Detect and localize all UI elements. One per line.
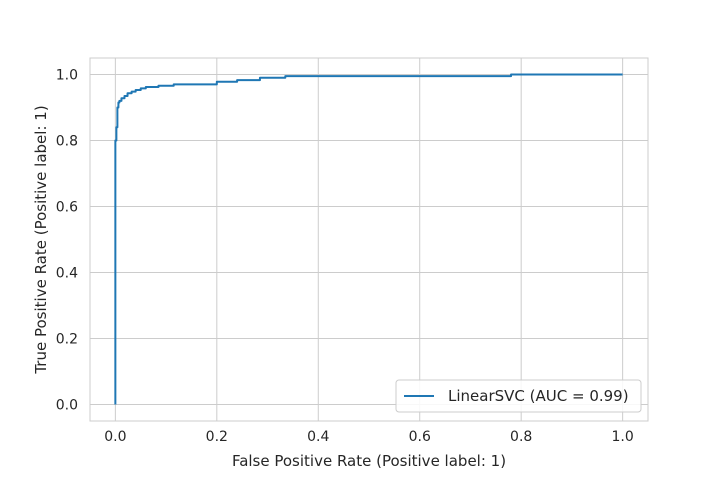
x-tick-label: 0.8	[510, 429, 532, 445]
y-tick-label: 0.6	[56, 200, 78, 216]
plot-frame	[89, 57, 649, 422]
plot-area-background	[90, 58, 648, 421]
x-tick-label: 1.0	[612, 429, 634, 445]
legend: LinearSVC (AUC = 0.99)	[395, 379, 642, 413]
x-tick-label: 0.4	[307, 429, 329, 445]
y-tick-label: 0.2	[56, 332, 78, 348]
y-tick-label: 0.0	[56, 398, 78, 414]
legend-box	[395, 379, 642, 413]
legend-label: LinearSVC (AUC = 0.99)	[448, 387, 629, 405]
x-tick-labels: 0.0 0.2 0.4 0.6 0.8 1.0	[104, 429, 634, 445]
x-tick-label: 0.2	[206, 429, 228, 445]
x-tick-label: 0.0	[104, 429, 126, 445]
x-axis-label: False Positive Rate (Positive label: 1)	[232, 452, 506, 470]
y-axis-label: True Positive Rate (Positive label: 1)	[32, 105, 50, 374]
y-tick-label: 0.4	[56, 266, 78, 282]
y-tick-label: 0.8	[56, 134, 78, 150]
x-tick-label: 0.6	[409, 429, 431, 445]
grid-layer	[90, 58, 648, 421]
roc-curve-line	[114, 73, 623, 405]
y-tick-labels: 0.0 0.2 0.4 0.6 0.8 1.0	[56, 68, 78, 414]
series-layer	[114, 73, 623, 405]
y-tick-label: 1.0	[56, 68, 78, 84]
